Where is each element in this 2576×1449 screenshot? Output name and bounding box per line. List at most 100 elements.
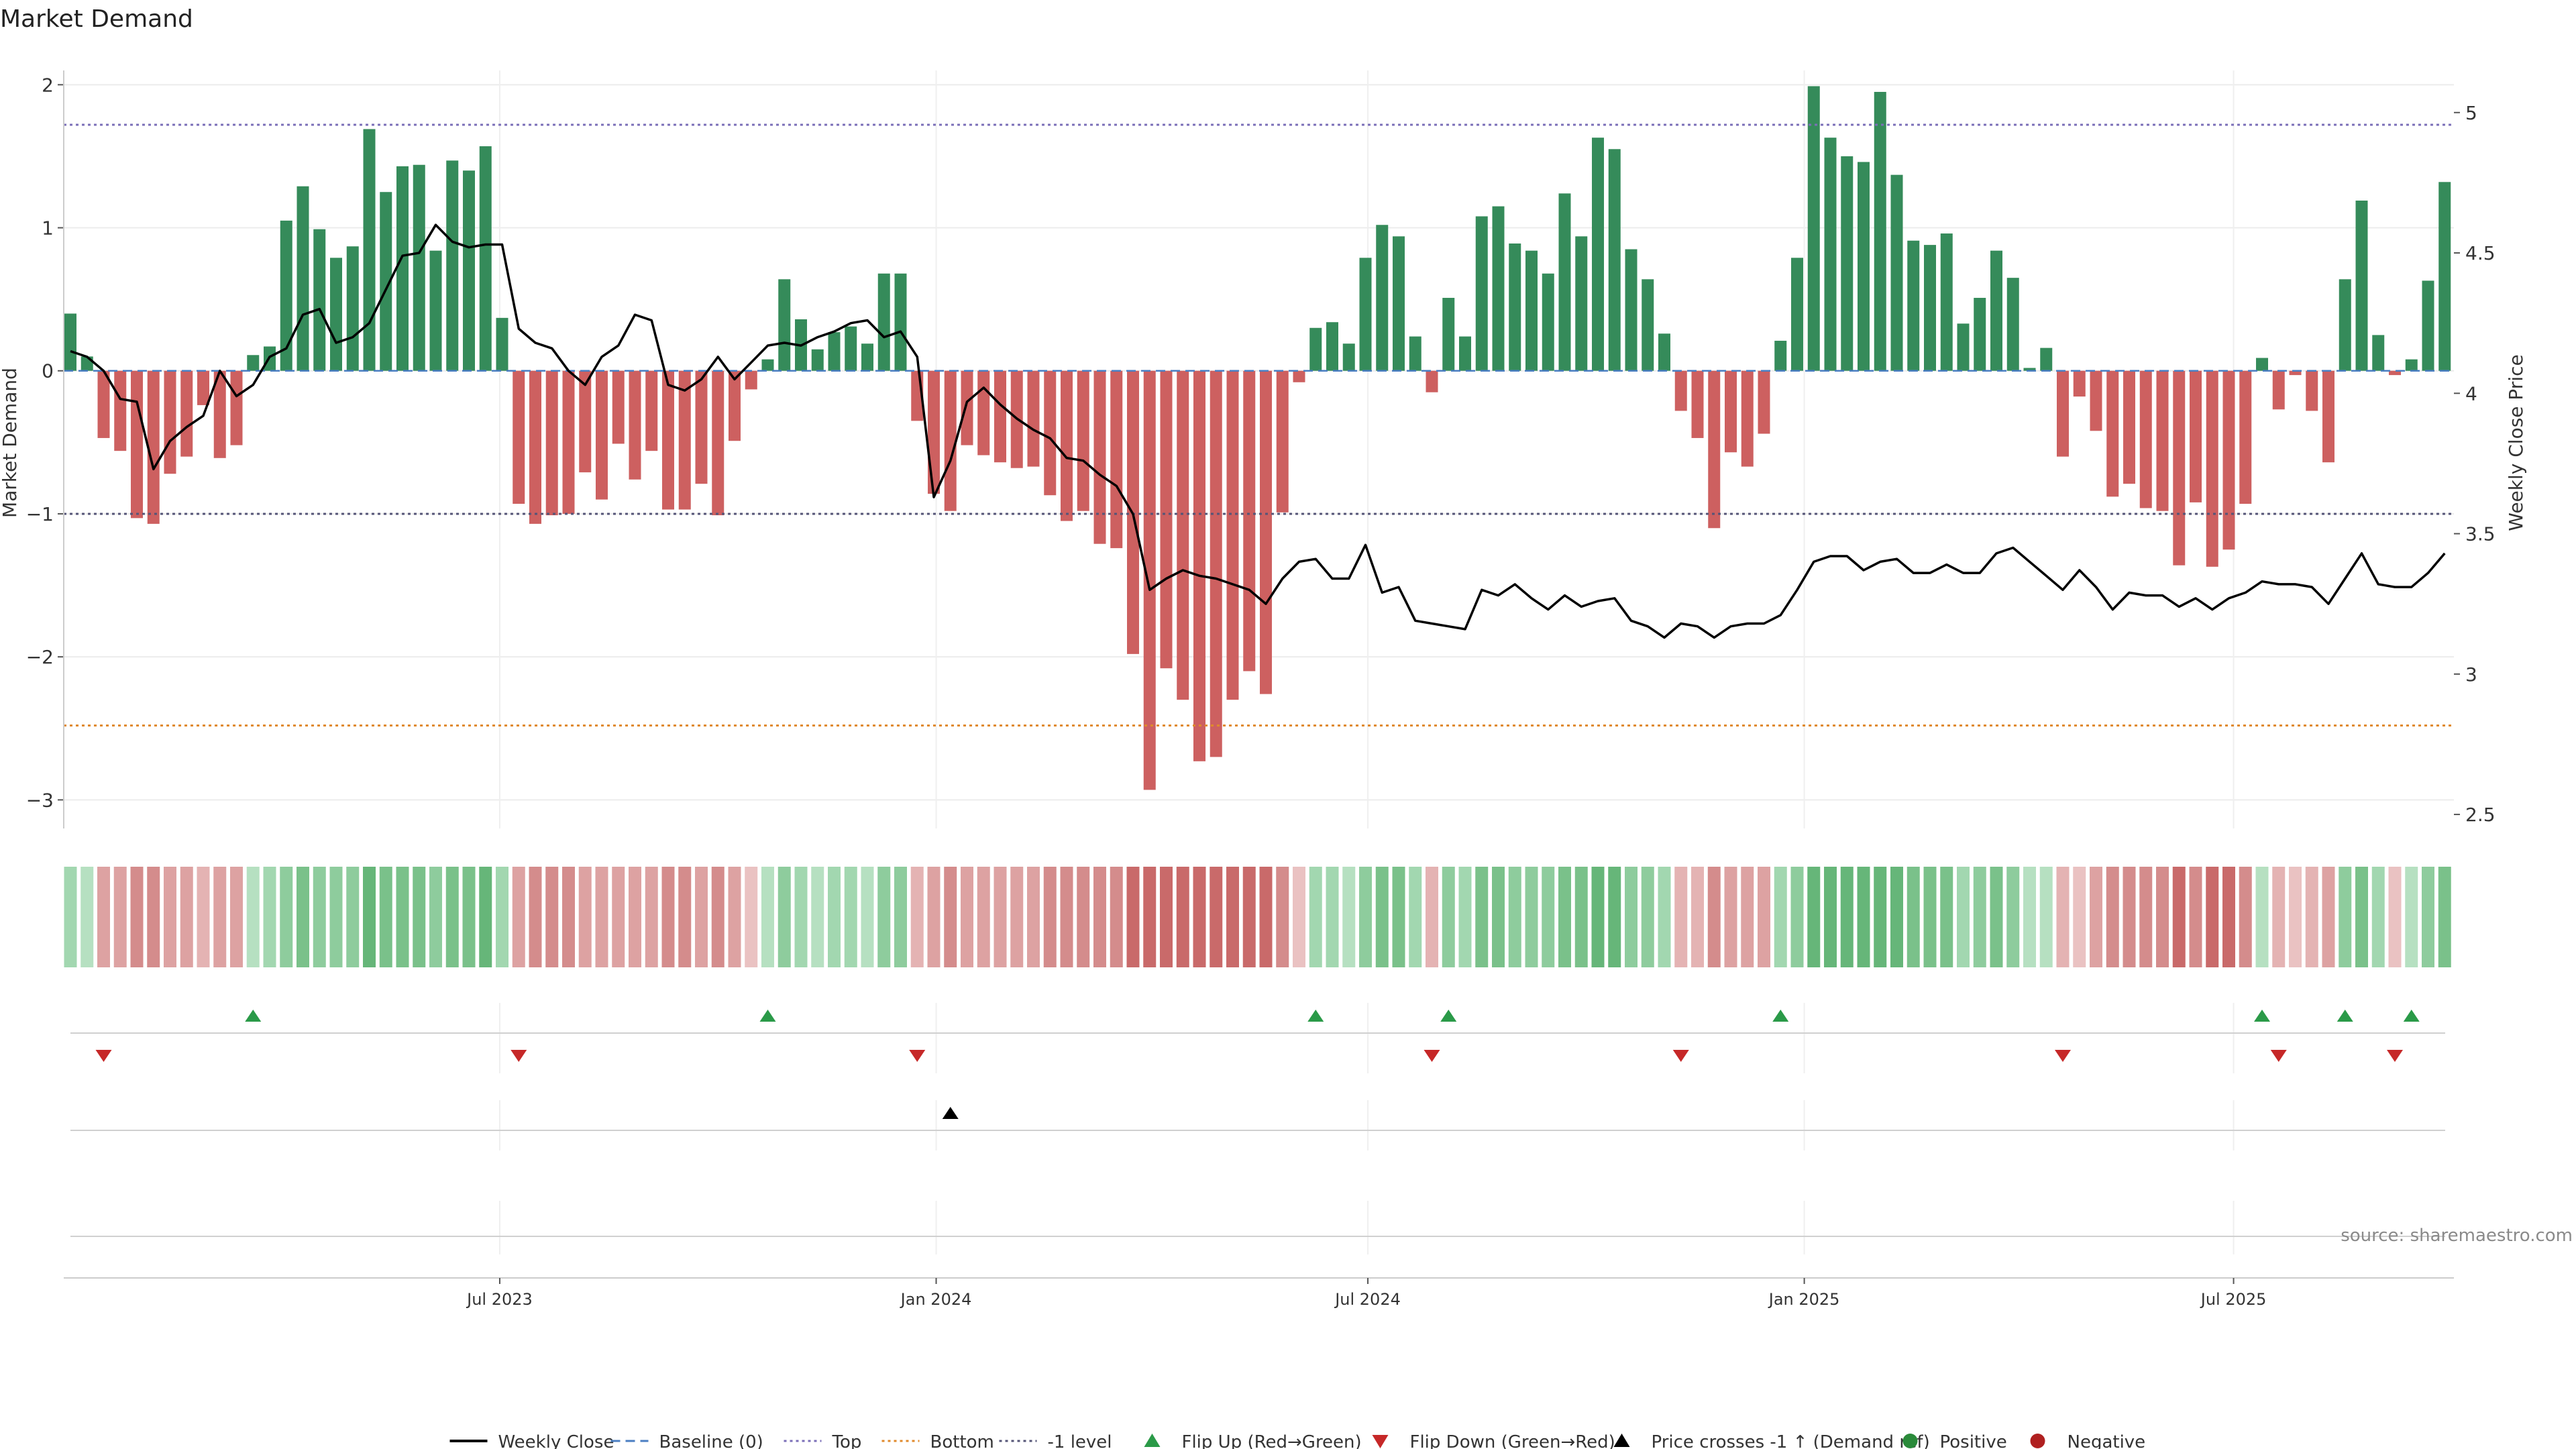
y-tick-label: −3 [26,789,54,811]
cross-panel [70,1100,2445,1150]
demand-bar [1608,149,1621,371]
heat-cell [1774,867,1787,967]
demand-bar [1774,340,1787,371]
demand-bar [1674,370,1687,411]
flip-panel-gridlines [498,1003,2235,1073]
heat-cell [1625,867,1638,967]
heat-cell [2438,867,2451,967]
y2-tick-label: 3.5 [2465,523,2496,545]
demand-bar [1027,370,1040,467]
x-tick-label: Jul 2025 [2200,1290,2267,1309]
heat-cell [1210,867,1223,967]
heat-cell [2239,867,2252,967]
heat-cell [1973,867,1986,967]
demand-bar [1077,370,1089,511]
demand-bar [695,370,708,484]
heat-cell [147,867,160,967]
heat-cell [1077,867,1090,967]
flip-panel [70,1003,2445,1073]
heat-cell [761,867,774,967]
demand-bar [1642,279,1654,371]
heat-cell [2322,867,2335,967]
heat-cell [910,867,924,967]
heat-cell [595,867,608,967]
demand-bar [1210,370,1222,757]
demand-bar [1691,370,1704,438]
heat-cell [777,867,791,967]
heat-cell [1342,867,1356,967]
heat-cell [2106,867,2119,967]
heat-cell [462,867,476,967]
legend-item: Top [784,1432,861,1449]
flip-down-marker [95,1050,112,1062]
x-axis-ticks: Jul 2023 Jan 2024 Jul 2024 Jan 2025 Jul 2025 [466,1278,2266,1309]
heat-cell [213,867,227,967]
empty-panel-gridlines [498,1201,2235,1254]
x-gridlines [498,70,2235,828]
heat-cell [1923,867,1937,967]
legend-label: Positive [1940,1432,2007,1449]
demand-bar [1725,370,1737,453]
heat-cell [2305,867,2318,967]
demand-bar [380,192,392,371]
demand-bar [496,317,508,371]
demand-bar [213,370,226,458]
heat-cell [844,867,857,967]
heat-cell [2073,867,2086,967]
legend-item: Flip Up (Red→Green) [1144,1432,1362,1449]
demand-bar [2106,370,2119,497]
heat-cell [1392,867,1405,967]
flip-markers [95,1010,2420,1062]
demand-bar [346,246,359,371]
heat-cell [263,867,276,967]
demand-bar [712,370,724,516]
heat-cell [363,867,376,967]
demand-bar [80,356,93,371]
demand-bar [944,370,957,511]
heat-cell [1641,867,1654,967]
demand-bar [2272,370,2285,410]
demand-bar [1658,333,1670,371]
demand-bar [429,250,442,371]
x-tick-label: Jul 2024 [1334,1290,1401,1309]
heat-cell [2039,867,2053,967]
demand-bar [1093,370,1106,544]
demand-bar [297,186,309,371]
heat-cell [1442,867,1455,967]
heat-cell [1940,867,1953,967]
demand-bar [2422,280,2434,371]
flip-up-marker [2254,1010,2270,1022]
demand-bar [1807,86,1820,371]
demand-bar [529,370,541,524]
heat-cell [2189,867,2202,967]
demand-bar [131,370,143,519]
demand-bar [2173,370,2186,566]
demand-bar [1376,225,1389,371]
heat-cell [578,867,592,967]
heat-cell [1193,867,1206,967]
legend-item: Weekly Close [449,1432,614,1449]
heat-cell [2123,867,2136,967]
chart-title: Market Demand [0,5,193,33]
heat-cell [1309,867,1322,967]
demand-bar [247,355,260,371]
demand-bar [1293,370,1305,382]
heat-cell [2172,867,2186,967]
demand-bar [2057,370,2069,457]
heat-cell [80,867,94,967]
legend-item: Flip Down (Green→Red) [1372,1432,1615,1449]
demand-bar [2123,370,2135,484]
demand-bar [1542,273,1554,371]
price-cross-marker [942,1107,959,1119]
demand-bar [994,370,1006,463]
heat-cell [861,867,874,967]
demand-bar [1558,193,1571,371]
flip-down-marker [909,1050,926,1062]
heat-cell [1060,867,1073,967]
y2-tick-label: 4 [2465,382,2477,405]
demand-bar [1492,206,1505,371]
heat-cell [545,867,559,967]
heat-cell [678,867,692,967]
demand-bar [1475,216,1488,371]
demand-bar [977,370,990,455]
